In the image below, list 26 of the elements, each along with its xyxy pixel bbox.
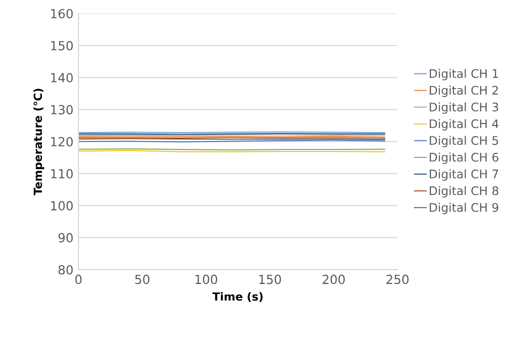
- y-tick-label: 80: [58, 265, 73, 275]
- legend-label: Digital CH 6: [430, 152, 498, 164]
- legend-label: Digital CH 9: [430, 202, 498, 214]
- x-axis-title: Time (s): [212, 292, 263, 302]
- x-tick-label: 150: [259, 274, 281, 284]
- x-tick-label: 200: [322, 274, 345, 284]
- y-tick-label: 100: [51, 201, 73, 210]
- y-axis-title: Temperature (℃): [33, 88, 44, 196]
- legend-label: Digital CH 1: [430, 68, 498, 80]
- legend-label: Digital CH 3: [430, 102, 498, 114]
- legend-label: Digital CH 4: [430, 119, 498, 131]
- y-tick-label: 160: [51, 8, 73, 18]
- y-tick-label: 120: [51, 137, 73, 146]
- y-tick-label: 110: [51, 169, 73, 178]
- x-tick-label: 0: [75, 274, 82, 284]
- x-tick-label: 250: [386, 274, 409, 284]
- y-tick-label: 150: [51, 40, 73, 50]
- legend-label: Digital CH 5: [430, 136, 498, 148]
- y-tick-label: 140: [51, 72, 73, 82]
- legend-label: Digital CH 8: [430, 186, 498, 198]
- y-tick-label: 130: [51, 104, 73, 114]
- x-tick-label: 100: [196, 274, 218, 284]
- legend-label: Digital CH 2: [430, 86, 498, 98]
- x-tick-label: 50: [135, 274, 150, 284]
- legend-label: Digital CH 7: [430, 169, 498, 181]
- y-tick-label: 90: [58, 233, 73, 243]
